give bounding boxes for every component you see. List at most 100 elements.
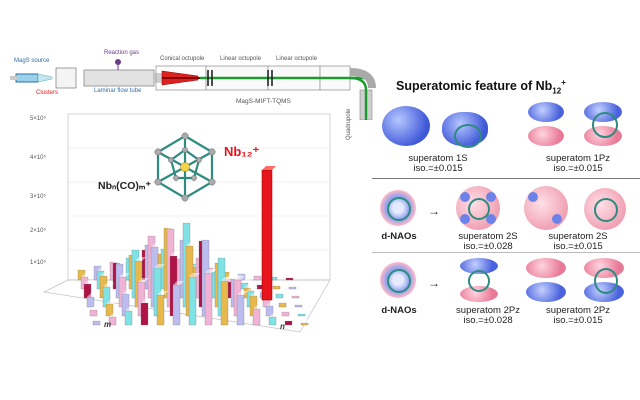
superatom-panel: Superatomic feature of Nb12+ superatom 1… (372, 68, 640, 330)
orbital-5-iso: iso.=±0.028 (463, 315, 513, 326)
y-tick-4: 2×10⁵ (30, 228, 47, 234)
spectrum-bar-top (135, 257, 146, 261)
cluster-label: Clusters (36, 90, 59, 96)
spectrum-bar-top (269, 313, 280, 317)
spectrum-bar-top (218, 254, 229, 258)
spectrum-bar-top (292, 292, 303, 296)
spectrum-bar-top (238, 270, 249, 274)
spectrum-bar-top (119, 273, 130, 277)
spectrum-bar-top (221, 277, 232, 281)
spectrum-bar-top (279, 299, 290, 303)
spectrum-bar-top (282, 308, 293, 312)
spectrum-bar-top (94, 262, 105, 266)
spectrum-bar (285, 277, 294, 281)
spectrum-bar-top (253, 305, 264, 309)
spectrum-bar (281, 311, 290, 317)
spectrum-bar-top (78, 266, 89, 270)
spectrum-bar (252, 308, 261, 326)
panel-title-main: Superatomic feature of Nb (396, 79, 553, 94)
spectrum-bar-top (167, 225, 178, 229)
dnao-image-2 (378, 260, 418, 300)
orbital-6-iso: iso.=±0.015 (553, 315, 603, 326)
spectrum-bar-top (183, 219, 194, 223)
spectrum-bar-top (205, 269, 216, 273)
spectrum-bar (297, 313, 306, 317)
spectrum-bar (300, 322, 309, 326)
dnao-label-1: d-NAOs (381, 231, 417, 242)
apparatus-schematic: MagS source Clusters Reaction gas Lamina… (0, 40, 640, 120)
spectrum-bar-top (170, 252, 181, 256)
orbital-2s-015-image (522, 186, 632, 230)
panel-title-sup: + (561, 78, 566, 87)
spectrum-bar (268, 316, 277, 326)
spectrum-bar-top (286, 274, 297, 278)
y-tick-1: 5×10⁵ (30, 116, 47, 122)
highlight-label: Nb₁₂⁺ (224, 144, 259, 160)
orbital-1-iso: iso.=±0.015 (413, 163, 463, 174)
spectrum-bar (89, 309, 98, 317)
spectrum-bar (92, 320, 101, 326)
spectrum-bar-top (266, 302, 277, 306)
orbital-5-name: superatom 2Pz (456, 305, 520, 316)
spectrum-bar-top (202, 236, 213, 240)
orbital-2pz-015-image (522, 258, 632, 302)
orbital-4-name: superatom 2S (548, 231, 608, 242)
arrow-icon-2: → (428, 276, 440, 290)
spectrum-bar (204, 272, 213, 326)
spectrum-bar (140, 302, 149, 326)
spectrum-bar-top (234, 276, 245, 280)
spectrum-bar-top (93, 317, 104, 321)
spectrum-bar (278, 302, 287, 308)
spectrum-bar-top (103, 283, 114, 287)
orbital-2s-028-image (456, 186, 502, 230)
spectrum-bar-top (250, 292, 261, 296)
orbital-2pz-028-image (456, 258, 502, 302)
spectrum-bar-top (237, 291, 248, 295)
spectrum-bar-top (141, 299, 152, 303)
source-label: MagS source (14, 58, 50, 64)
panel-divider-1 (372, 178, 640, 179)
spectrum-bar-top (97, 267, 108, 271)
arrow-icon-1: → (428, 204, 440, 218)
linear-octupole-2-label: Linear octupole (276, 56, 318, 62)
dnao-label-2: d-NAOs (381, 305, 417, 316)
spectrum-bar-top (116, 260, 127, 264)
y-tick-5: 1×10⁵ (30, 260, 47, 266)
spectrum-bar-top (173, 281, 184, 285)
panel-title: Superatomic feature of Nb12+ (396, 78, 566, 96)
highlight-bar (261, 169, 273, 301)
mass-spectrum-3d: 5×10⁵ 4×10⁵ 3×10⁵ 2×10⁵ 1×10⁵ Nbₙ(CO)ₘ⁺ … (0, 110, 360, 340)
spectrum-bar-top (285, 317, 296, 321)
instrument-label: MagS-MIFT-TQMS (236, 98, 291, 105)
spectrum-bar-top (138, 278, 149, 282)
spectrum-bar-top (132, 246, 143, 250)
spectrum-bar (172, 284, 181, 326)
nb12-cluster-structure (154, 132, 216, 202)
spectrum-bar-top (106, 300, 117, 304)
spectrum-bar (253, 275, 262, 281)
flow-tube-label: Laminar flow tube (94, 88, 142, 94)
spectrum-svg (42, 113, 331, 333)
orbital-6-name: superatom 2Pz (546, 305, 610, 316)
spectrum-bar (284, 320, 293, 326)
dnao-image-1 (378, 188, 418, 228)
spectrum-bar (124, 310, 133, 326)
spectrum-bar (188, 276, 197, 326)
conical-octupole-label: Conical octupole (160, 56, 205, 62)
spectrum-bar (288, 286, 297, 290)
panel-divider-2 (372, 252, 640, 253)
highlight-text: Nb₁₂⁺ (224, 144, 260, 159)
spectrum-bar-top (148, 232, 159, 236)
spectrum-bar (272, 285, 281, 290)
orbital-2-name: superatom 1Pz (546, 153, 610, 164)
spectrum-bar-top (154, 264, 165, 268)
spectrum-bar-top (90, 306, 101, 310)
spectrum-bar-top (289, 283, 300, 287)
highlight-bar-top (262, 166, 276, 170)
y-tick-2: 4×10⁵ (30, 155, 47, 161)
orbital-4-iso: iso.=±0.015 (553, 241, 603, 252)
spectrum-bar-top (81, 273, 92, 277)
spectrum-bar-top (270, 273, 281, 277)
y-tick-3: 3×10⁵ (30, 194, 47, 200)
spectrum-bar (294, 304, 303, 308)
